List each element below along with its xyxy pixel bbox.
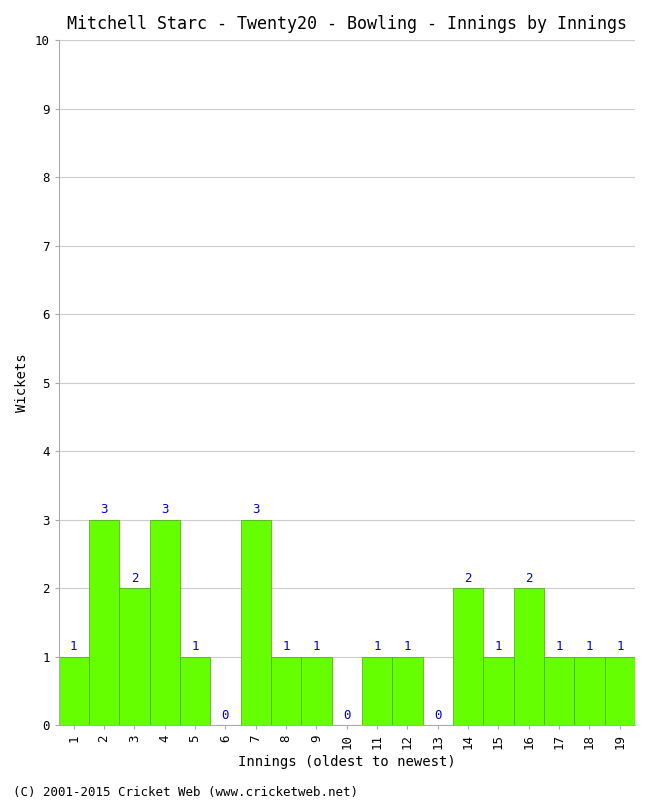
Bar — [150, 520, 180, 726]
Text: 1: 1 — [616, 641, 623, 654]
Text: 1: 1 — [404, 641, 411, 654]
Bar — [89, 520, 119, 726]
Text: 1: 1 — [373, 641, 381, 654]
Bar — [393, 657, 422, 726]
Title: Mitchell Starc - Twenty20 - Bowling - Innings by Innings: Mitchell Starc - Twenty20 - Bowling - In… — [67, 15, 627, 33]
Text: 0: 0 — [222, 709, 229, 722]
Text: 1: 1 — [191, 641, 199, 654]
Bar — [271, 657, 302, 726]
Text: 1: 1 — [495, 641, 502, 654]
Bar — [119, 588, 150, 726]
Text: 2: 2 — [464, 572, 472, 585]
Text: 3: 3 — [100, 503, 108, 516]
Bar — [544, 657, 575, 726]
Text: 2: 2 — [131, 572, 138, 585]
Text: (C) 2001-2015 Cricket Web (www.cricketweb.net): (C) 2001-2015 Cricket Web (www.cricketwe… — [13, 786, 358, 799]
Text: 2: 2 — [525, 572, 532, 585]
Text: 1: 1 — [586, 641, 593, 654]
Bar — [362, 657, 393, 726]
Bar — [453, 588, 484, 726]
Bar — [58, 657, 89, 726]
Text: 1: 1 — [282, 641, 290, 654]
Text: 3: 3 — [252, 503, 259, 516]
Text: 1: 1 — [313, 641, 320, 654]
Text: 0: 0 — [343, 709, 350, 722]
Bar — [484, 657, 514, 726]
Y-axis label: Wickets: Wickets — [15, 354, 29, 412]
Text: 1: 1 — [70, 641, 77, 654]
Bar — [302, 657, 332, 726]
Bar — [180, 657, 210, 726]
Bar — [604, 657, 635, 726]
Text: 1: 1 — [555, 641, 563, 654]
Bar — [514, 588, 544, 726]
Bar — [240, 520, 271, 726]
Text: 0: 0 — [434, 709, 441, 722]
X-axis label: Innings (oldest to newest): Innings (oldest to newest) — [238, 755, 456, 769]
Text: 3: 3 — [161, 503, 168, 516]
Bar — [575, 657, 604, 726]
